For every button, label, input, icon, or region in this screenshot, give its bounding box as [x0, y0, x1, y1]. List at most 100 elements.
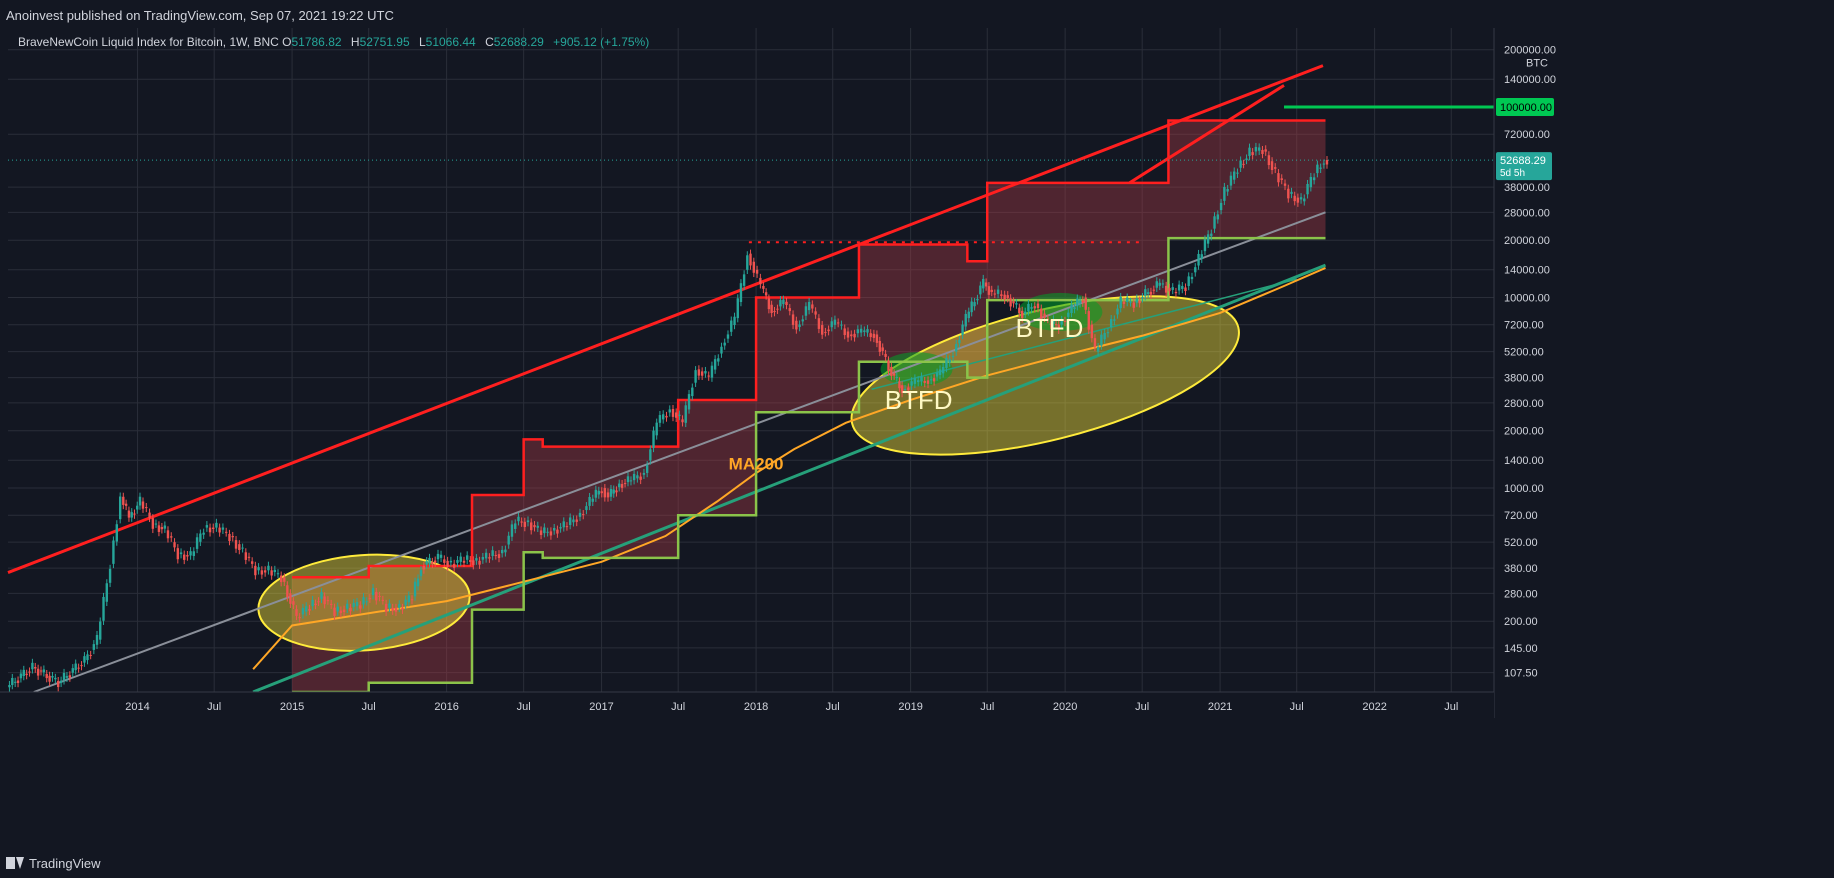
- candle-body: [154, 523, 158, 525]
- candle-body: [1009, 298, 1012, 307]
- y-tick-label: 140000.00: [1504, 74, 1556, 86]
- x-tick-label: Jul: [1135, 701, 1149, 713]
- y-tick-label: 20000.00: [1504, 235, 1550, 247]
- candle-body: [138, 496, 142, 506]
- x-tick-label: Jul: [1444, 701, 1458, 713]
- candle-body: [733, 316, 736, 325]
- candle-body: [308, 608, 311, 611]
- high-value: 52751.95: [359, 35, 410, 49]
- y-tick-label: 72000.00: [1504, 129, 1550, 141]
- y-tick-label: 2000.00: [1504, 426, 1544, 438]
- candle-body: [817, 318, 821, 329]
- candle-body: [1267, 155, 1271, 166]
- candle-body: [1067, 312, 1070, 317]
- candle-body: [629, 480, 633, 482]
- candle-body: [830, 321, 833, 328]
- candle-body: [543, 527, 546, 534]
- candle-body: [546, 531, 549, 533]
- candle-body: [507, 535, 510, 545]
- candle-body: [384, 603, 388, 612]
- candle-body: [57, 681, 60, 688]
- candle-body: [112, 540, 115, 564]
- candle-body: [929, 379, 933, 381]
- candle-body: [1103, 332, 1106, 340]
- candle-body: [71, 668, 74, 673]
- candle-body: [990, 289, 993, 292]
- candle-body: [671, 409, 675, 417]
- candle-body: [582, 514, 585, 516]
- candle-body: [127, 510, 131, 518]
- candle-body: [215, 522, 218, 528]
- chart-area[interactable]: BTFD BTFD MA200 107.50 145.00 200.00 280.00 38…: [0, 28, 1834, 844]
- candle-body: [979, 285, 982, 295]
- candle-body: [250, 561, 254, 564]
- brand-label[interactable]: TradingView: [29, 855, 101, 871]
- symbol-label[interactable]: BraveNewCoin Liquid Index for Bitcoin, 1…: [18, 35, 279, 49]
- candle-body: [603, 488, 607, 498]
- x-tick-label: 2020: [1053, 701, 1077, 713]
- candle-body: [916, 380, 920, 383]
- candle-body: [491, 550, 494, 556]
- candle-body: [804, 306, 808, 316]
- candle-body: [955, 343, 958, 352]
- tradingview-logo-icon[interactable]: [6, 857, 24, 869]
- candle-body: [798, 324, 801, 328]
- y-tick-label: 200.00: [1504, 616, 1538, 628]
- candle-body: [742, 274, 746, 286]
- candle-body: [720, 346, 723, 354]
- x-tick-label: 2017: [589, 701, 613, 713]
- candle-body: [1187, 276, 1190, 286]
- candle-body: [1254, 146, 1258, 152]
- candle-body: [600, 491, 603, 494]
- candle-body: [228, 533, 231, 542]
- candle-body: [910, 381, 913, 386]
- candle-body: [355, 601, 359, 607]
- candle-body: [890, 366, 893, 376]
- price-chart[interactable]: BTFD BTFD MA200 107.50 145.00 200.00 280.00 38…: [0, 28, 1834, 844]
- candle-body: [923, 380, 926, 383]
- candle-body: [875, 334, 879, 343]
- candle-body: [687, 394, 691, 410]
- candle-body: [39, 670, 43, 672]
- candle-body: [658, 415, 662, 423]
- candle-body: [1081, 300, 1085, 303]
- candle-body: [764, 292, 768, 296]
- candle-body: [895, 377, 898, 379]
- candle-body: [1046, 318, 1050, 320]
- candle-body: [1322, 163, 1326, 165]
- y-tick-label: 1000.00: [1504, 483, 1544, 495]
- candle-body: [1283, 183, 1287, 186]
- candle-body: [967, 311, 970, 319]
- ma200-line: [252, 267, 1326, 670]
- candle-body: [1057, 324, 1060, 330]
- candle-body: [556, 529, 559, 534]
- candle-body: [1274, 167, 1277, 169]
- candle-body: [323, 596, 326, 605]
- candle-body: [65, 676, 69, 678]
- candle-body: [907, 387, 910, 391]
- candle-body: [1184, 287, 1187, 292]
- candle-body: [166, 530, 170, 539]
- last-price-label: 52688.29: [1500, 155, 1546, 167]
- candle-body: [1239, 160, 1242, 168]
- y-tick-label: 380.00: [1504, 563, 1538, 575]
- candle-body: [801, 319, 804, 322]
- candle-body: [776, 308, 779, 310]
- candle-body: [618, 483, 621, 488]
- candle-body: [549, 531, 553, 536]
- candle-body: [791, 314, 795, 325]
- candle-body: [678, 414, 681, 416]
- candle-body: [145, 507, 148, 509]
- candle-body: [1003, 294, 1006, 300]
- candle-body: [62, 672, 66, 681]
- candle-body: [1325, 160, 1329, 165]
- candle-body: [1152, 289, 1156, 291]
- candle-body: [1116, 308, 1119, 315]
- candle-body: [779, 300, 782, 307]
- target-price-badge: [1496, 98, 1554, 117]
- x-tick-label: 2021: [1208, 701, 1232, 713]
- candle-body: [530, 522, 533, 531]
- candle-body: [565, 526, 569, 528]
- candle-body: [523, 521, 527, 528]
- candle-body: [1129, 301, 1132, 303]
